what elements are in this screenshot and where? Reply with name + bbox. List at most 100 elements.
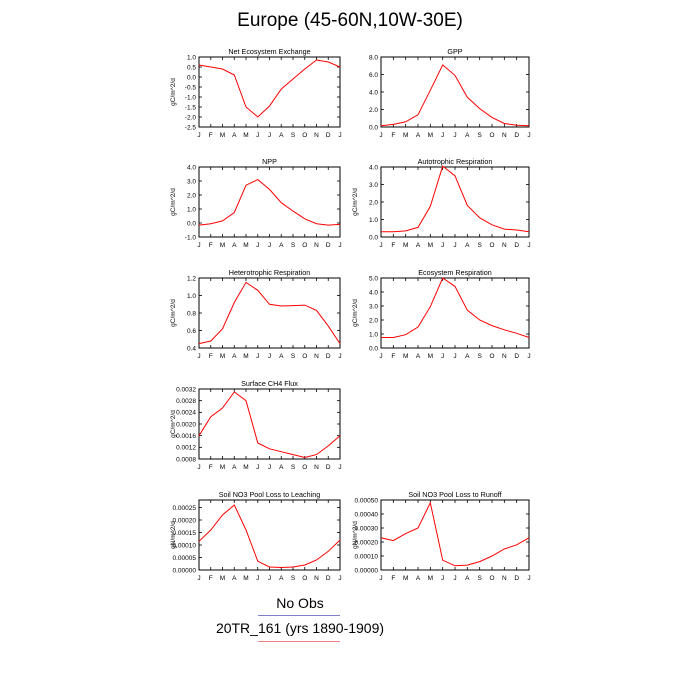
y-tick-label: 0.0032 xyxy=(176,386,196,393)
legend-item-model: 20TR_161 (yrs 1890-1909) xyxy=(215,620,385,636)
x-tick-label: J xyxy=(441,353,444,360)
x-tick-label: A xyxy=(465,242,470,249)
x-tick-label: D xyxy=(326,242,331,249)
y-tick-label: 1.0 xyxy=(369,217,378,224)
x-tick-label: F xyxy=(209,464,213,471)
x-tick-label: F xyxy=(391,242,395,249)
x-tick-label: N xyxy=(314,242,319,249)
x-tick-label: N xyxy=(502,242,507,249)
x-tick-label: D xyxy=(326,353,331,360)
y-tick-label: 0.0 xyxy=(369,124,378,131)
y-tick-label: 0.00020 xyxy=(355,539,379,546)
y-tick-label: 3.0 xyxy=(187,178,196,185)
y-tick-label: 0.0028 xyxy=(176,398,196,405)
y-tick-label: 5.0 xyxy=(369,275,378,282)
x-tick-label: A xyxy=(232,575,237,582)
x-tick-label: M xyxy=(243,464,248,471)
x-tick-label: M xyxy=(243,132,248,139)
x-tick-label: J xyxy=(338,575,341,582)
x-tick-label: M xyxy=(220,353,225,360)
y-tick-label: 0.00050 xyxy=(355,497,379,504)
x-tick-label: J xyxy=(197,353,200,360)
y-tick-label: 1.2 xyxy=(187,275,196,282)
y-tick-label: -1.0 xyxy=(185,234,197,241)
x-tick-label: J xyxy=(268,132,271,139)
y-tick-label: 0.0 xyxy=(369,345,378,352)
x-tick-label: O xyxy=(489,242,494,249)
x-tick-label: J xyxy=(256,242,259,249)
series-line xyxy=(198,59,341,118)
y-tick-label: -2.0 xyxy=(185,114,197,121)
x-tick-label: O xyxy=(489,575,494,582)
y-tick-label: -0.5 xyxy=(185,84,197,91)
x-tick-label: O xyxy=(489,353,494,360)
x-tick-label: M xyxy=(220,242,225,249)
y-tick-label: 2.0 xyxy=(369,199,378,206)
x-tick-label: F xyxy=(209,132,213,139)
x-tick-label: J xyxy=(268,242,271,249)
x-tick-label: O xyxy=(489,132,494,139)
y-tick-label: 6.0 xyxy=(369,72,378,79)
x-tick-label: A xyxy=(416,575,421,582)
y-axis-label: gC/m^2/d xyxy=(352,299,359,327)
x-tick-label: J xyxy=(256,132,259,139)
y-axis-label: gC/m^2/d xyxy=(170,299,177,327)
chart-title: NPP xyxy=(262,157,277,166)
x-tick-label: M xyxy=(428,575,433,582)
x-tick-label: N xyxy=(502,575,507,582)
x-tick-label: M xyxy=(243,242,248,249)
y-tick-label: 3.0 xyxy=(369,303,378,310)
x-tick-label: J xyxy=(379,575,382,582)
x-tick-label: M xyxy=(403,575,408,582)
y-tick-label: 4.0 xyxy=(369,289,378,296)
x-tick-label: A xyxy=(232,242,237,249)
x-tick-label: F xyxy=(391,575,395,582)
x-tick-label: O xyxy=(302,575,307,582)
x-tick-label: D xyxy=(326,575,331,582)
chart-title: Soil NO3 Pool Loss to Leaching xyxy=(219,490,321,499)
chart-title: Soil NO3 Pool Loss to Runoff xyxy=(408,490,501,499)
y-axis-label: gC/m^2/d xyxy=(170,188,177,216)
y-tick-label: 0.0024 xyxy=(176,410,196,417)
y-tick-label: 0.0016 xyxy=(176,433,196,440)
x-tick-label: N xyxy=(314,353,319,360)
series-line xyxy=(381,277,530,338)
x-tick-label: N xyxy=(502,353,507,360)
x-tick-label: M xyxy=(428,132,433,139)
chart-panel-7: Soil NO3 Pool Loss to LeachinggN/m^2/d0.… xyxy=(170,490,342,582)
y-tick-label: 2.0 xyxy=(187,192,196,199)
x-tick-label: M xyxy=(428,353,433,360)
y-axis-label: gC/m^2/d xyxy=(170,78,177,106)
series-line xyxy=(380,501,530,567)
x-tick-label: D xyxy=(326,132,331,139)
y-tick-label: 0.00010 xyxy=(173,542,197,549)
x-tick-label: J xyxy=(197,575,200,582)
x-tick-label: S xyxy=(291,464,296,471)
x-tick-label: A xyxy=(416,132,421,139)
x-tick-label: F xyxy=(391,353,395,360)
x-tick-label: J xyxy=(256,353,259,360)
x-tick-label: J xyxy=(453,353,456,360)
x-tick-label: J xyxy=(379,242,382,249)
x-tick-label: J xyxy=(256,575,259,582)
x-tick-label: S xyxy=(291,575,296,582)
x-tick-label: D xyxy=(326,464,331,471)
x-tick-label: N xyxy=(314,132,319,139)
x-tick-label: F xyxy=(209,575,213,582)
series-line xyxy=(381,165,530,233)
chart-title: Ecosystem Respiration xyxy=(418,268,492,277)
plot-frame xyxy=(380,277,530,349)
x-tick-label: J xyxy=(453,242,456,249)
plot-frame xyxy=(198,166,341,238)
chart-panel-4: Heterotrophic Respiration gC/m^2/d 1.2 1.0 0… xyxy=(170,268,342,360)
chart-panel-3: Autotrophic Respiration gC/m^2/d 4.0 3.0 2.0… xyxy=(352,157,531,249)
x-tick-label: S xyxy=(477,132,482,139)
x-tick-label: A xyxy=(465,575,470,582)
x-tick-label: O xyxy=(302,464,307,471)
x-tick-label: M xyxy=(403,242,408,249)
x-tick-label: M xyxy=(243,353,248,360)
x-tick-label: J xyxy=(197,242,200,249)
x-tick-label: J xyxy=(527,575,530,582)
x-tick-label: J xyxy=(338,132,341,139)
